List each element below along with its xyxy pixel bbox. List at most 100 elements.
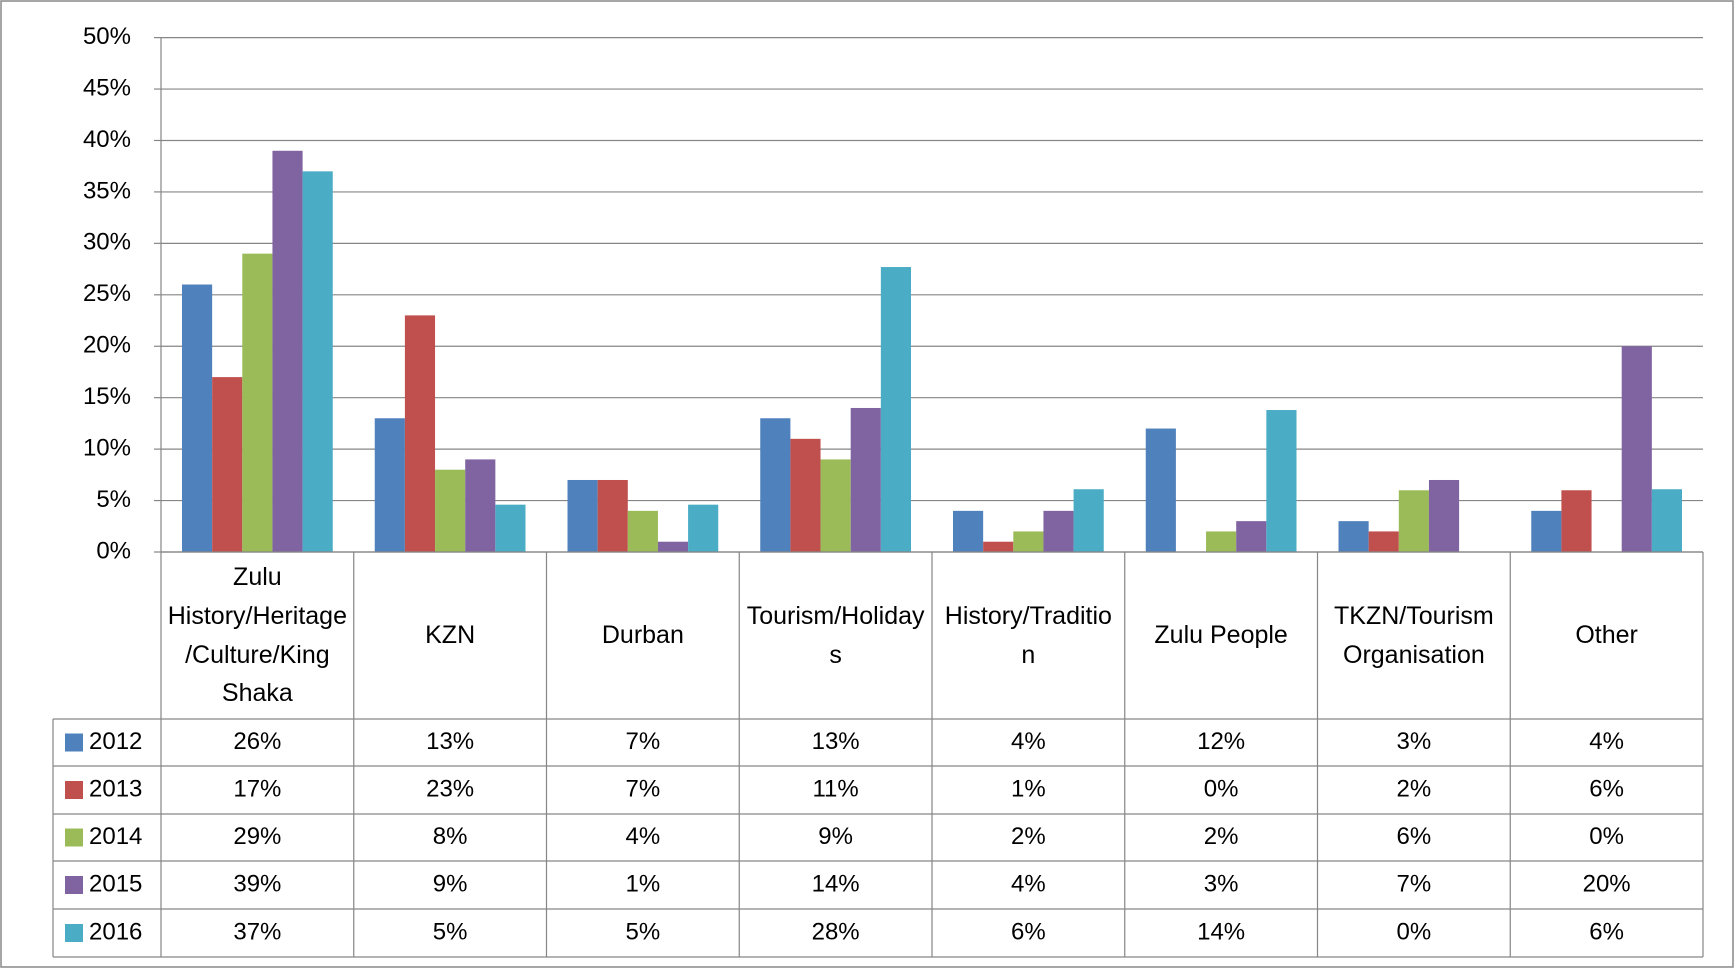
table-value: 1% bbox=[626, 870, 661, 897]
table-value: 2% bbox=[1011, 823, 1046, 850]
legend-label: 2014 bbox=[89, 823, 142, 850]
bar bbox=[567, 479, 598, 552]
bar bbox=[953, 510, 984, 552]
table-value: 0% bbox=[1397, 918, 1432, 945]
x-tick-label: TKZN/Tourism Organisation bbox=[1334, 601, 1494, 669]
legend-label: 2015 bbox=[89, 870, 142, 897]
table-value: 20% bbox=[1583, 870, 1631, 897]
table-value: 23% bbox=[426, 775, 474, 802]
bar bbox=[1651, 489, 1682, 552]
x-tick-label: KZN bbox=[425, 621, 476, 650]
legend-key bbox=[65, 828, 83, 847]
bar bbox=[272, 150, 303, 552]
y-tick-label: 40% bbox=[83, 126, 131, 153]
bar bbox=[1043, 510, 1074, 552]
bar bbox=[1338, 521, 1369, 552]
bar bbox=[983, 541, 1014, 552]
table-value: 0% bbox=[1204, 775, 1239, 802]
table-value: 28% bbox=[812, 918, 860, 945]
bar bbox=[1206, 531, 1237, 552]
bar bbox=[790, 438, 821, 552]
bar bbox=[242, 253, 273, 552]
bar bbox=[1073, 489, 1104, 552]
bar bbox=[627, 510, 658, 552]
table-value: 12% bbox=[1197, 728, 1245, 755]
table-value: 0% bbox=[1589, 823, 1624, 850]
bar bbox=[465, 459, 496, 552]
bar bbox=[760, 418, 791, 552]
y-tick-label: 0% bbox=[96, 537, 131, 564]
table-value: 4% bbox=[1589, 728, 1624, 755]
bar bbox=[435, 469, 466, 552]
table-value: 3% bbox=[1204, 870, 1239, 897]
bar bbox=[820, 459, 851, 552]
table-value: 6% bbox=[1589, 775, 1624, 802]
table-value: 6% bbox=[1397, 823, 1432, 850]
table-value: 14% bbox=[812, 870, 860, 897]
x-tick-label: Zulu History/Heritage/Culture/King Shaka bbox=[167, 563, 347, 708]
legend-key bbox=[65, 733, 83, 752]
x-tick-label: Durban bbox=[601, 621, 684, 650]
bar bbox=[374, 418, 405, 552]
bar bbox=[1398, 490, 1429, 552]
bar bbox=[1531, 510, 1562, 552]
x-tick-label: Tourism/Holidays bbox=[746, 601, 925, 669]
bar bbox=[404, 315, 436, 552]
y-tick-label: 35% bbox=[83, 177, 131, 204]
y-tick-label: 5% bbox=[96, 486, 131, 513]
table-value: 14% bbox=[1197, 918, 1245, 945]
table-value: 2% bbox=[1204, 823, 1239, 850]
y-tick-label: 50% bbox=[83, 23, 131, 50]
table-value: 13% bbox=[812, 728, 860, 755]
bar bbox=[212, 377, 243, 552]
table-value: 9% bbox=[433, 870, 468, 897]
table-value: 11% bbox=[812, 775, 858, 802]
table-value: 2% bbox=[1397, 775, 1432, 802]
table-value: 29% bbox=[233, 823, 281, 850]
table-value: 9% bbox=[818, 823, 853, 850]
bar bbox=[1013, 531, 1044, 552]
table-value: 4% bbox=[626, 823, 661, 850]
bar bbox=[495, 504, 526, 552]
x-tick-label: Zulu People bbox=[1154, 621, 1288, 650]
table-value: 5% bbox=[626, 918, 661, 945]
y-tick-label: 10% bbox=[83, 434, 131, 461]
y-tick-label: 30% bbox=[83, 229, 131, 256]
y-tick-label: 45% bbox=[83, 74, 131, 101]
table-value: 3% bbox=[1397, 728, 1432, 755]
y-tick-label: 15% bbox=[83, 383, 131, 410]
legend-key bbox=[65, 876, 83, 894]
table-value: 4% bbox=[1011, 728, 1046, 755]
table-value: 4% bbox=[1011, 870, 1046, 897]
legend-label: 2016 bbox=[89, 918, 142, 945]
bar bbox=[597, 479, 628, 552]
y-tick-label: 25% bbox=[83, 280, 131, 307]
bar bbox=[880, 267, 911, 552]
bar bbox=[1145, 428, 1176, 552]
bar bbox=[850, 407, 881, 552]
bar bbox=[657, 541, 689, 552]
bar bbox=[688, 504, 719, 552]
table-value: 7% bbox=[1397, 870, 1432, 897]
table-value: 5% bbox=[433, 918, 468, 945]
bar bbox=[1368, 531, 1399, 552]
bar bbox=[1428, 479, 1460, 552]
legend-label: 2013 bbox=[89, 775, 142, 802]
table-value: 8% bbox=[433, 823, 468, 850]
table-value: 7% bbox=[626, 728, 661, 755]
table-value: 37% bbox=[233, 918, 281, 945]
legend-label: 2012 bbox=[89, 728, 142, 755]
table-value: 26% bbox=[233, 728, 281, 755]
table-value: 7% bbox=[626, 775, 661, 802]
bar bbox=[182, 284, 213, 552]
bar bbox=[1621, 346, 1652, 552]
bar bbox=[1561, 490, 1592, 552]
table-value: 1% bbox=[1011, 775, 1046, 802]
bar bbox=[302, 171, 333, 552]
table-value: 17% bbox=[233, 775, 281, 802]
table-value: 6% bbox=[1589, 918, 1624, 945]
legend-key bbox=[65, 924, 83, 942]
table-value: 13% bbox=[426, 728, 474, 755]
table-value: 6% bbox=[1011, 918, 1046, 945]
